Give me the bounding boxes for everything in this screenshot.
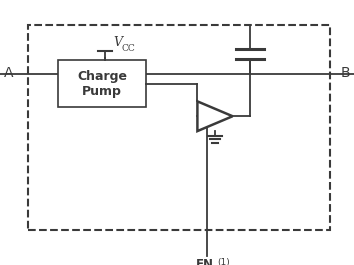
Text: A: A — [4, 67, 13, 81]
Text: EN: EN — [196, 258, 214, 265]
Bar — [28, 25, 330, 230]
Text: V: V — [113, 36, 122, 49]
Text: CC: CC — [121, 44, 135, 53]
Text: B: B — [341, 67, 350, 81]
Text: (1): (1) — [217, 258, 230, 265]
Text: Charge
Pump: Charge Pump — [77, 70, 127, 98]
Bar — [58, 60, 146, 107]
Polygon shape — [198, 101, 233, 131]
